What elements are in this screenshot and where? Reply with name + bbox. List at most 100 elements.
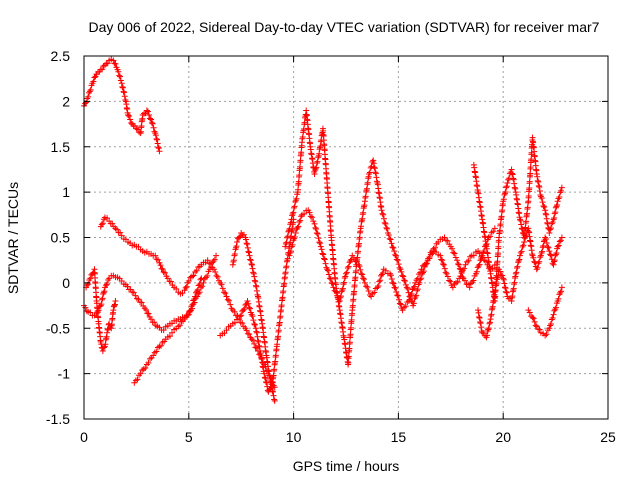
data-point	[261, 370, 268, 377]
data-point	[191, 299, 198, 306]
data-point	[484, 332, 491, 339]
data-point	[516, 216, 523, 223]
data-point	[396, 264, 403, 271]
data-point	[530, 254, 537, 261]
data-point	[397, 301, 404, 308]
data-point	[153, 348, 160, 355]
data-point	[518, 225, 525, 232]
x-tick-label: 0	[80, 429, 88, 445]
data-point	[540, 203, 547, 210]
data-point	[343, 269, 350, 276]
data-point	[312, 167, 319, 174]
data-point	[185, 278, 192, 285]
data-point	[296, 218, 303, 225]
data-point	[258, 354, 265, 361]
data-point	[204, 272, 211, 279]
data-point	[295, 223, 302, 230]
data-point	[544, 243, 551, 250]
data-point	[268, 384, 275, 391]
data-point	[556, 238, 563, 245]
data-point	[128, 119, 135, 126]
data-point	[503, 183, 510, 190]
data-point	[208, 264, 215, 271]
data-point	[410, 300, 417, 307]
data-point	[211, 256, 218, 263]
data-point	[531, 318, 538, 325]
data-point	[99, 347, 106, 354]
data-point	[540, 242, 547, 249]
data-point	[372, 169, 379, 176]
data-point	[400, 273, 407, 280]
data-point	[213, 272, 220, 279]
data-point	[553, 304, 560, 311]
data-point	[242, 301, 249, 308]
data-point	[318, 246, 325, 253]
data-point	[455, 261, 462, 268]
data-point	[117, 73, 124, 80]
data-point	[476, 315, 483, 322]
data-point	[271, 397, 278, 404]
data-point	[150, 124, 157, 131]
data-point	[166, 333, 173, 340]
data-point	[317, 243, 324, 250]
data-point	[148, 119, 155, 126]
data-point	[231, 308, 238, 315]
data-point	[156, 148, 163, 155]
data-point	[109, 220, 116, 227]
data-point	[501, 191, 508, 198]
data-point	[218, 281, 225, 288]
data-point	[213, 252, 220, 259]
data-point	[553, 203, 560, 210]
data-point	[408, 290, 415, 297]
data-point	[552, 209, 559, 216]
data-point	[236, 234, 243, 241]
data-point	[521, 239, 528, 246]
data-point	[121, 93, 128, 100]
data-point	[110, 57, 117, 64]
data-point	[85, 93, 92, 100]
data-point	[321, 256, 328, 263]
data-point	[440, 261, 447, 268]
data-point	[437, 252, 444, 259]
data-point	[555, 295, 562, 302]
data-point	[286, 252, 293, 259]
data-point	[381, 219, 388, 226]
data-point	[515, 257, 522, 264]
data-point	[513, 265, 520, 272]
data-point	[536, 258, 543, 265]
data-point	[393, 256, 400, 263]
data-point	[93, 310, 100, 317]
data-point	[313, 160, 320, 167]
data-point	[249, 265, 256, 272]
data-point	[551, 257, 558, 264]
data-point	[465, 257, 472, 264]
data-point	[293, 195, 300, 202]
data-point	[121, 89, 128, 96]
data-point	[310, 218, 317, 225]
data-point	[529, 314, 536, 321]
data-point	[145, 111, 152, 118]
data-point	[301, 210, 308, 217]
data-point	[547, 225, 554, 232]
x-tick-label: 20	[495, 429, 511, 445]
data-point	[480, 330, 487, 337]
data-point	[401, 277, 408, 284]
data-point	[244, 244, 251, 251]
data-point	[516, 252, 523, 259]
data-point	[534, 264, 541, 271]
data-point	[231, 319, 238, 326]
data-point	[461, 265, 468, 272]
data-point	[253, 328, 260, 335]
data-point	[336, 298, 343, 305]
data-point	[387, 272, 394, 279]
data-point	[454, 257, 461, 264]
data-point	[145, 359, 152, 366]
data-point	[377, 277, 384, 284]
data-point	[360, 275, 367, 282]
data-point	[341, 279, 348, 286]
y-tick-label: -1	[58, 366, 71, 382]
data-point	[306, 209, 313, 216]
data-point	[378, 207, 385, 214]
data-point	[287, 248, 294, 255]
data-point	[526, 309, 533, 316]
